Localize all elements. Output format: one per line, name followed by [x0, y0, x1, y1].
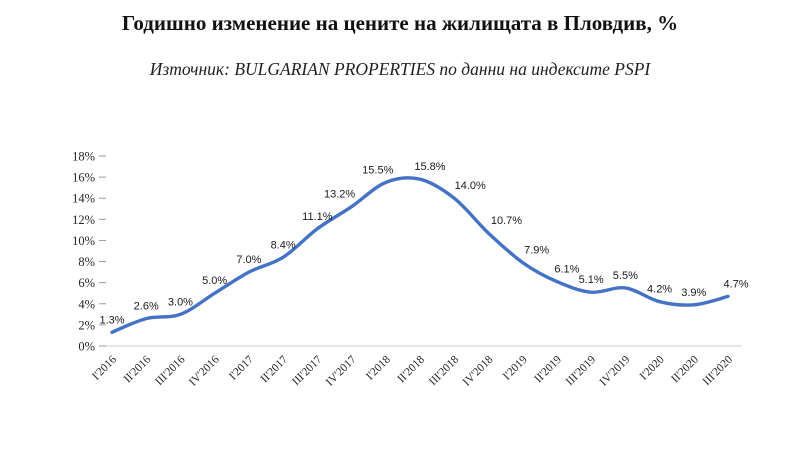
x-axis-label: III'2020: [701, 353, 736, 388]
x-axis-label: III'2017: [290, 353, 325, 388]
y-axis-label: 2%: [78, 318, 95, 332]
y-axis-label: 12%: [72, 213, 95, 227]
data-point-label: 1.3%: [99, 314, 124, 326]
y-axis-label: 14%: [72, 192, 95, 206]
data-point-label: 6.1%: [554, 264, 579, 276]
x-axis-label: II'2019: [532, 353, 564, 385]
data-point-label: 5.0%: [202, 275, 227, 287]
x-axis-label: I'2018: [364, 353, 393, 382]
x-axis-label: I'2017: [227, 353, 256, 382]
data-point-label: 5.1%: [579, 274, 604, 286]
y-axis-label: 0%: [78, 340, 95, 354]
data-point-label: 4.2%: [647, 284, 672, 296]
x-axis-label: III'2016: [153, 353, 188, 388]
series-line: [110, 176, 730, 334]
x-axis-label: IV'2019: [598, 353, 633, 388]
x-axis-label: II'2016: [122, 353, 154, 385]
x-axis-label: III'2018: [427, 353, 462, 388]
x-axis-label: I'2019: [501, 353, 530, 382]
data-point-label: 4.7%: [723, 278, 748, 290]
data-point-label: 14.0%: [455, 180, 486, 192]
data-point-label: 5.5%: [613, 270, 638, 282]
x-axis-label: IV'2018: [461, 353, 496, 388]
data-point-label: 3.0%: [168, 296, 193, 308]
price-change-line-chart: 0% 2% 4% 6% 8% 10% 12% 14% 16% 18% 1.3% 2.6% 3.0% 5.0…: [72, 150, 749, 389]
y-axis-label: 10%: [72, 234, 95, 248]
y-axis-label: 18%: [72, 150, 95, 164]
y-axis-label: 8%: [78, 255, 95, 269]
x-axis-label: IV'2017: [324, 353, 359, 388]
chart-title: Годишно изменение на цените на жилищата …: [121, 11, 679, 35]
data-point-label: 11.1%: [302, 211, 333, 223]
chart-area: 0% 2% 4% 6% 8% 10% 12% 14% 16% 18% 1.3% 2.6% 3.0% 5.0…: [0, 132, 800, 447]
y-axis-label: 6%: [78, 276, 95, 290]
data-point-label: 15.8%: [414, 161, 445, 173]
x-axis-label: III'2019: [564, 353, 599, 388]
chart-subtitle: Източник: BULGARIAN PROPERTIES по данни …: [149, 59, 651, 80]
data-point-label: 10.7%: [491, 215, 522, 227]
data-point-label: 7.9%: [524, 245, 549, 257]
y-axis-label: 4%: [78, 297, 95, 311]
x-axis-label: IV'2016: [187, 353, 222, 388]
y-axis-label: 16%: [72, 171, 95, 185]
data-point-label: 8.4%: [271, 239, 296, 251]
x-axis-label: II'2018: [395, 353, 427, 385]
data-point-label: 7.0%: [236, 254, 261, 266]
x-axis-label: I'2016: [90, 353, 119, 382]
data-point-label: 3.9%: [681, 287, 706, 299]
data-point-label: 15.5%: [362, 164, 393, 176]
x-axis-label: I'2020: [638, 353, 667, 382]
data-point-label: 13.2%: [324, 189, 355, 201]
x-axis-label: II'2020: [669, 353, 701, 385]
x-axis-label: II'2017: [259, 353, 291, 385]
data-point-label: 2.6%: [134, 301, 159, 313]
